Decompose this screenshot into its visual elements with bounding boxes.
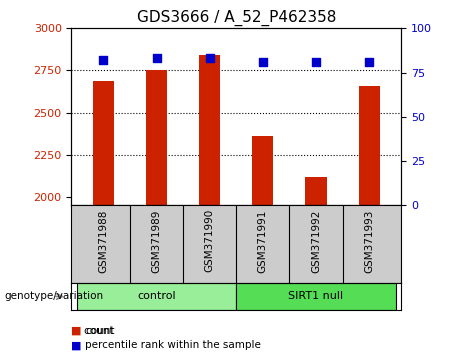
Bar xyxy=(252,136,273,205)
Text: ■: ■ xyxy=(71,326,82,336)
Point xyxy=(153,56,160,61)
Bar xyxy=(199,55,220,205)
Text: ■ count: ■ count xyxy=(71,326,114,336)
Text: GSM371993: GSM371993 xyxy=(364,209,374,273)
Text: SIRT1 null: SIRT1 null xyxy=(289,291,343,302)
Bar xyxy=(146,70,167,205)
Bar xyxy=(236,283,396,310)
Text: count: count xyxy=(85,326,115,336)
Text: genotype/variation: genotype/variation xyxy=(5,291,104,302)
Point xyxy=(206,56,213,61)
Text: ■: ■ xyxy=(71,340,82,350)
Text: GSM371990: GSM371990 xyxy=(205,209,215,273)
Text: control: control xyxy=(137,291,176,302)
Point xyxy=(259,59,266,65)
Point xyxy=(312,59,319,65)
Point xyxy=(100,57,107,63)
Point xyxy=(366,59,373,65)
Text: GSM371991: GSM371991 xyxy=(258,209,268,273)
Text: GSM371988: GSM371988 xyxy=(98,209,108,273)
Bar xyxy=(359,86,380,205)
Bar xyxy=(77,283,236,310)
Title: GDS3666 / A_52_P462358: GDS3666 / A_52_P462358 xyxy=(136,9,336,25)
Text: GSM371992: GSM371992 xyxy=(311,209,321,273)
Bar xyxy=(93,81,114,205)
Text: GSM371989: GSM371989 xyxy=(152,209,161,273)
Bar xyxy=(305,177,327,205)
Text: percentile rank within the sample: percentile rank within the sample xyxy=(85,340,261,350)
